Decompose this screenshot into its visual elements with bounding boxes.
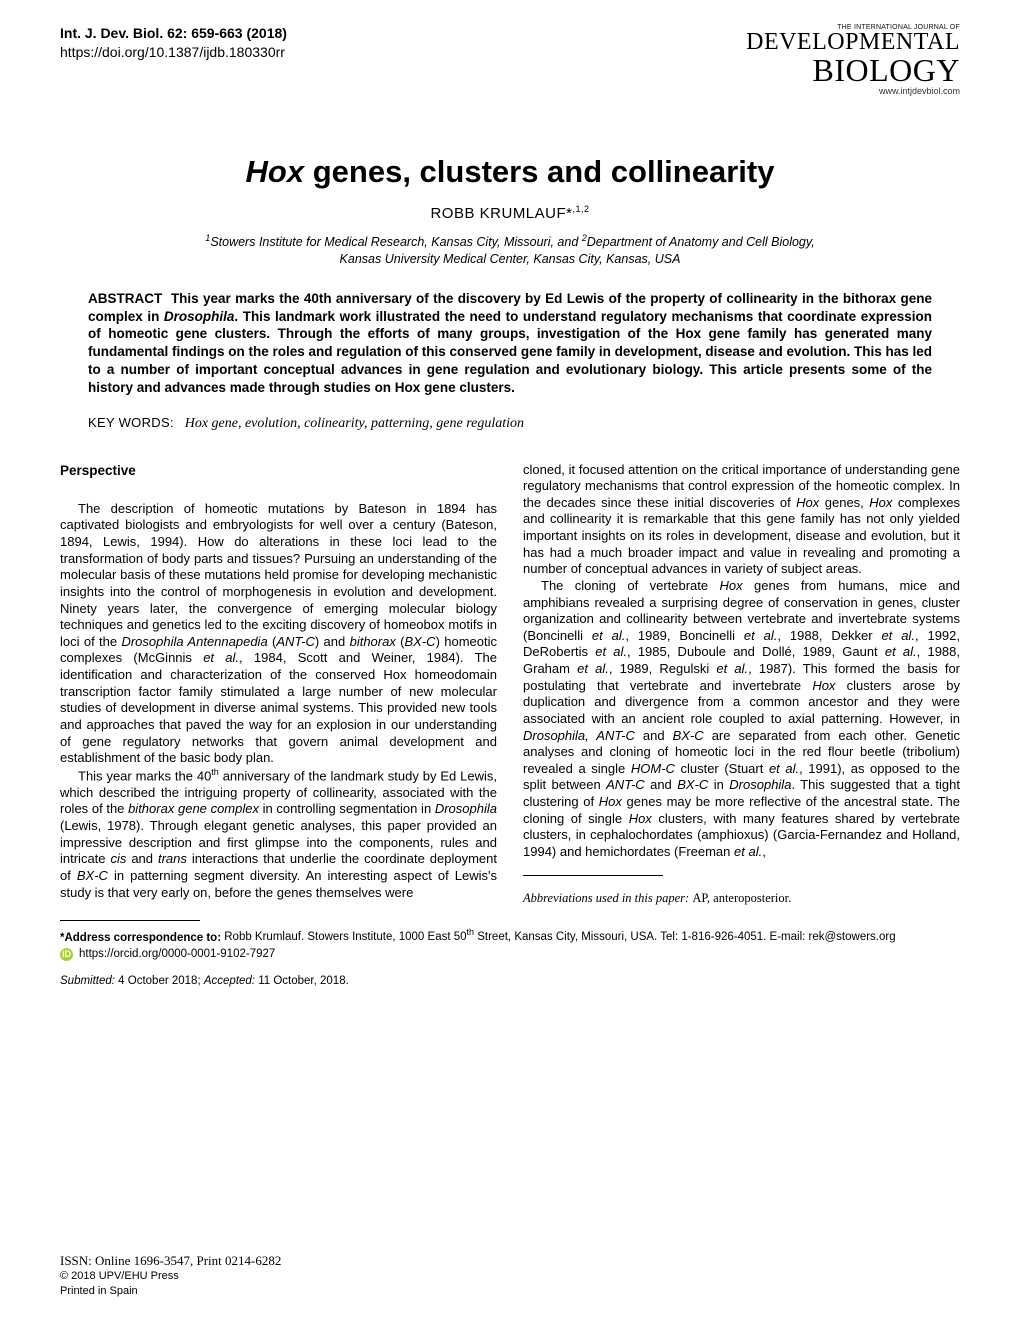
correspondence-text: Robb Krumlauf. Stowers Institute, 1000 E…	[224, 931, 895, 943]
issn-block: ISSN: Online 1696-3547, Print 0214-6282 …	[60, 1253, 281, 1298]
logo-line-2: BIOLOGY	[746, 56, 960, 85]
keywords-label: KEY WORDS:	[88, 415, 174, 430]
header-row: Int. J. Dev. Biol. 62: 659-663 (2018) ht…	[60, 24, 960, 96]
copyright-line: © 2018 UPV/EHU Press	[60, 1269, 281, 1283]
affiliation: 1Stowers Institute for Medical Research,…	[120, 232, 900, 268]
printed-line: Printed in Spain	[60, 1284, 281, 1298]
orcid-url: https://orcid.org/0000-0001-9102-7927	[79, 948, 275, 960]
correspondence: *Address correspondence to: Robb Krumlau…	[60, 927, 960, 946]
abstract-label: ABSTRACT	[88, 291, 162, 306]
submitted-text: 4 October 2018;	[115, 975, 204, 987]
doi: https://doi.org/10.1387/ijdb.180330rr	[60, 43, 287, 62]
correspondence-label: *Address correspondence to:	[60, 931, 221, 943]
issn-line: ISSN: Online 1696-3547, Print 0214-6282	[60, 1253, 281, 1270]
section-heading-perspective: Perspective	[60, 462, 497, 479]
right-paragraph-1: cloned, it focused attention on the crit…	[523, 462, 960, 578]
submitted-label: Submitted:	[60, 975, 115, 987]
author-line: ROBB KRUMLAUF*,1,2	[60, 204, 960, 222]
orcid-row: iD https://orcid.org/0000-0001-9102-7927	[60, 948, 960, 961]
keywords: KEY WORDS: Hox gene, evolution, colinear…	[88, 415, 932, 432]
left-paragraph-2: This year marks the 40th anniversary of …	[60, 767, 497, 901]
title-plain-part: genes, clusters and collinearity	[304, 154, 774, 189]
journal-logo: THE INTERNATIONAL JOURNAL OF DEVELOPMENT…	[746, 24, 960, 96]
right-column: cloned, it focused attention on the crit…	[523, 462, 960, 906]
left-paragraph-1: The description of homeotic mutations by…	[60, 501, 497, 767]
accepted-text: 11 October, 2018.	[255, 975, 349, 987]
article-title: Hox genes, clusters and collinearity	[60, 154, 960, 190]
journal-ref: Int. J. Dev. Biol. 62: 659-663 (2018)	[60, 24, 287, 43]
submitted-line: Submitted: 4 October 2018; Accepted: 11 …	[60, 975, 960, 987]
page-root: Int. J. Dev. Biol. 62: 659-663 (2018) ht…	[0, 0, 1020, 1328]
abstract-ital-1: Drosophila	[164, 309, 235, 324]
right-paragraph-2: The cloning of vertebrate Hox genes from…	[523, 578, 960, 861]
abbreviations-line: Abbreviations used in this paper: AP, an…	[523, 890, 960, 906]
footnote-rule-right	[523, 875, 663, 876]
left-column: Perspective The description of homeotic …	[60, 462, 497, 906]
abstract: ABSTRACT This year marks the 40th annive…	[88, 290, 932, 397]
footnote-rule-left	[60, 920, 200, 921]
orcid-icon: iD	[60, 948, 73, 961]
title-italic-part: Hox	[246, 154, 305, 189]
journal-ref-block: Int. J. Dev. Biol. 62: 659-663 (2018) ht…	[60, 24, 287, 62]
keywords-text: Hox gene, evolution, colinearity, patter…	[185, 416, 524, 431]
accepted-label: Accepted:	[204, 975, 255, 987]
body-columns: Perspective The description of homeotic …	[60, 462, 960, 906]
